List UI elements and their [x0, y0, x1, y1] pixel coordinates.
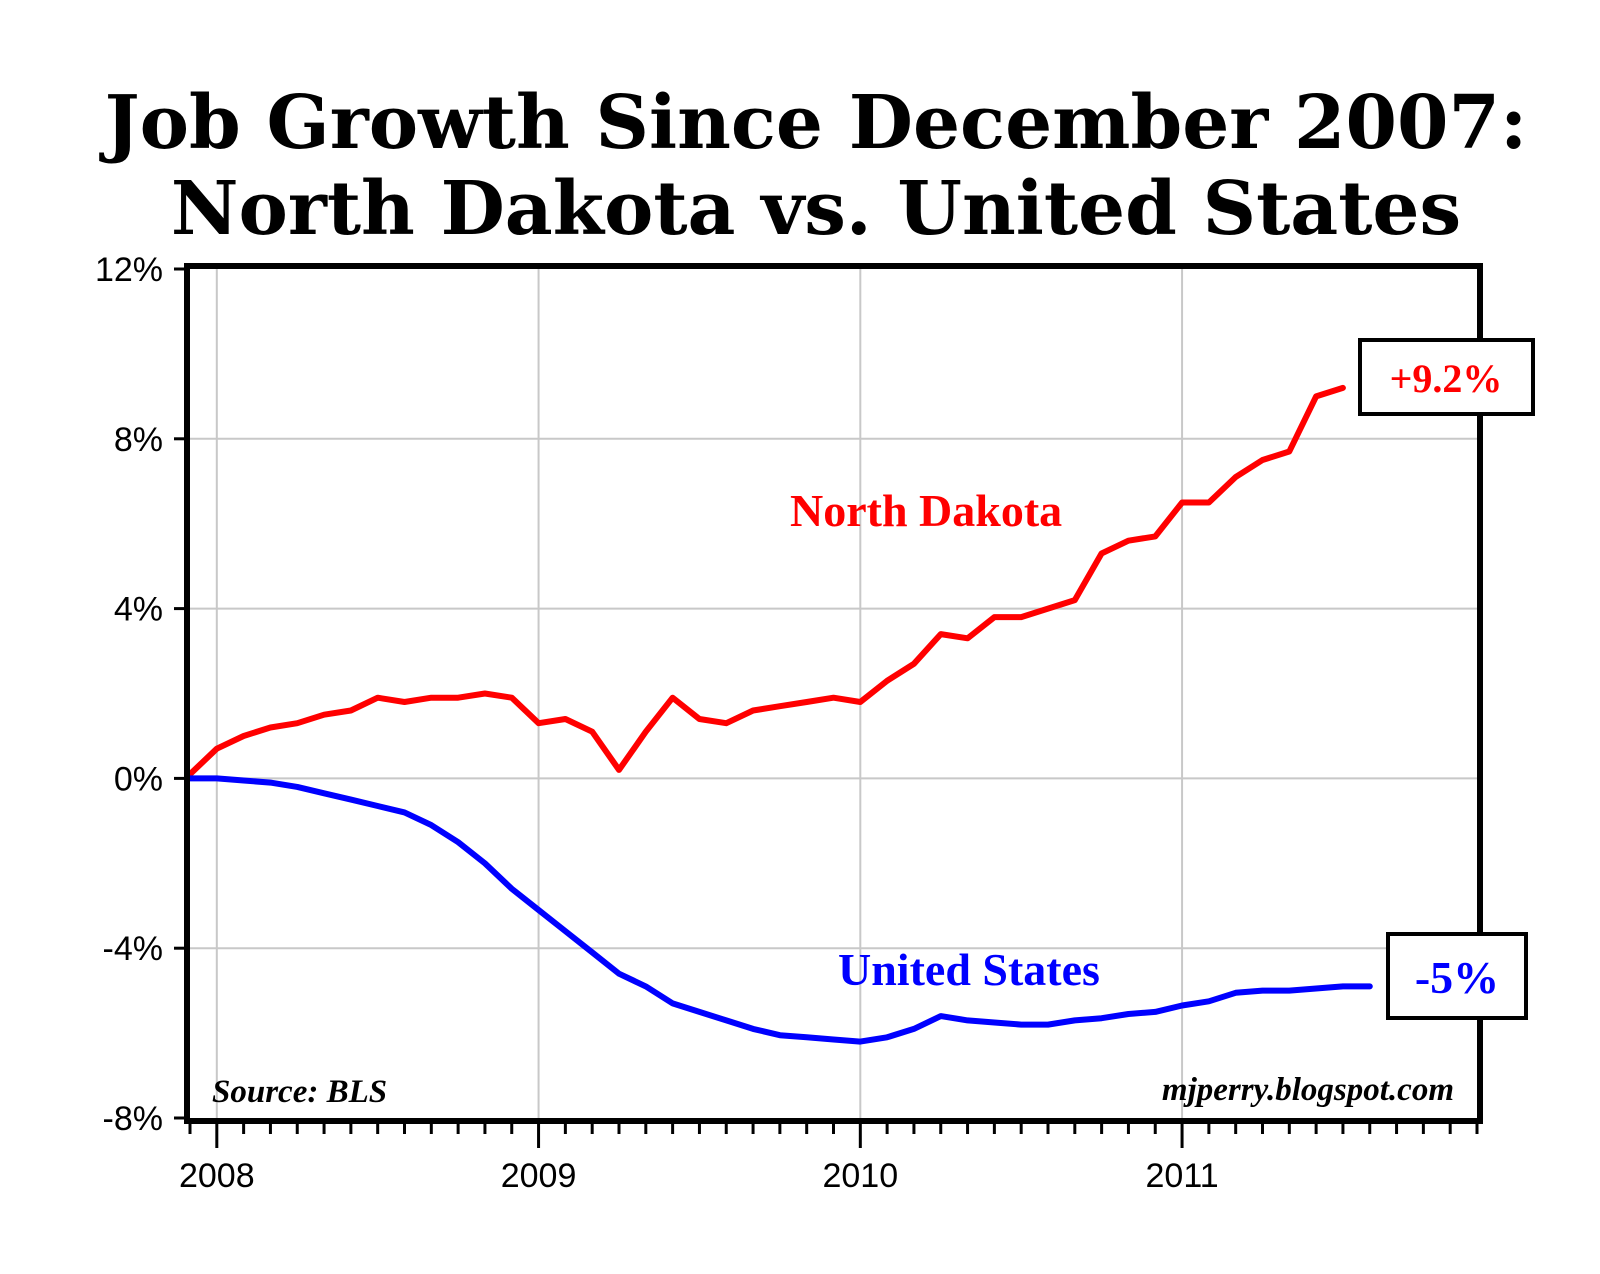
- y-tick-label: 0%: [114, 760, 163, 798]
- end-label-north-dakota-text: +9.2%: [1390, 356, 1503, 401]
- x-axis: 2008 2009 2010 2011: [179, 1118, 1479, 1195]
- gridlines: [190, 269, 1477, 1118]
- site-note: mjperry.blogspot.com: [1162, 1072, 1454, 1108]
- series-line-north-dakota: [187, 384, 1346, 778]
- x-tick-label: 2008: [179, 1157, 255, 1195]
- y-tick-label: 8%: [114, 421, 163, 459]
- series-line-united-states: [187, 775, 1373, 1045]
- y-tick-label: -8%: [103, 1100, 163, 1138]
- plot-frame: [184, 263, 1483, 1124]
- x-tick-label: 2009: [501, 1157, 577, 1195]
- y-tick-label: 4%: [114, 591, 163, 629]
- chart-title-line-2: North Dakota vs. United States: [171, 166, 1461, 252]
- series-lines: [187, 384, 1373, 1045]
- end-label-united-states: -5%: [1386, 932, 1528, 1020]
- y-tick-label: -4%: [103, 930, 163, 968]
- x-tick-label: 2011: [1146, 1157, 1219, 1195]
- x-tick-label: 2010: [822, 1157, 898, 1195]
- y-axis: 12% 8% 4% 0% -4% -8%: [95, 251, 190, 1138]
- chart-title-line-1: Job Growth Since December 2007:: [99, 80, 1528, 166]
- source-note: Source: BLS: [212, 1074, 387, 1110]
- series-label-united-states: United States: [838, 944, 1100, 995]
- end-label-united-states-text: -5%: [1415, 952, 1499, 1003]
- y-tick-label: 12%: [95, 251, 163, 289]
- series-label-north-dakota: North Dakota: [790, 485, 1062, 536]
- end-label-north-dakota: +9.2%: [1358, 338, 1535, 416]
